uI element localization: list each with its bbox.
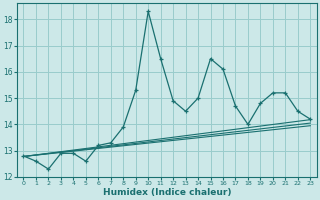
X-axis label: Humidex (Indice chaleur): Humidex (Indice chaleur) [103,188,231,197]
